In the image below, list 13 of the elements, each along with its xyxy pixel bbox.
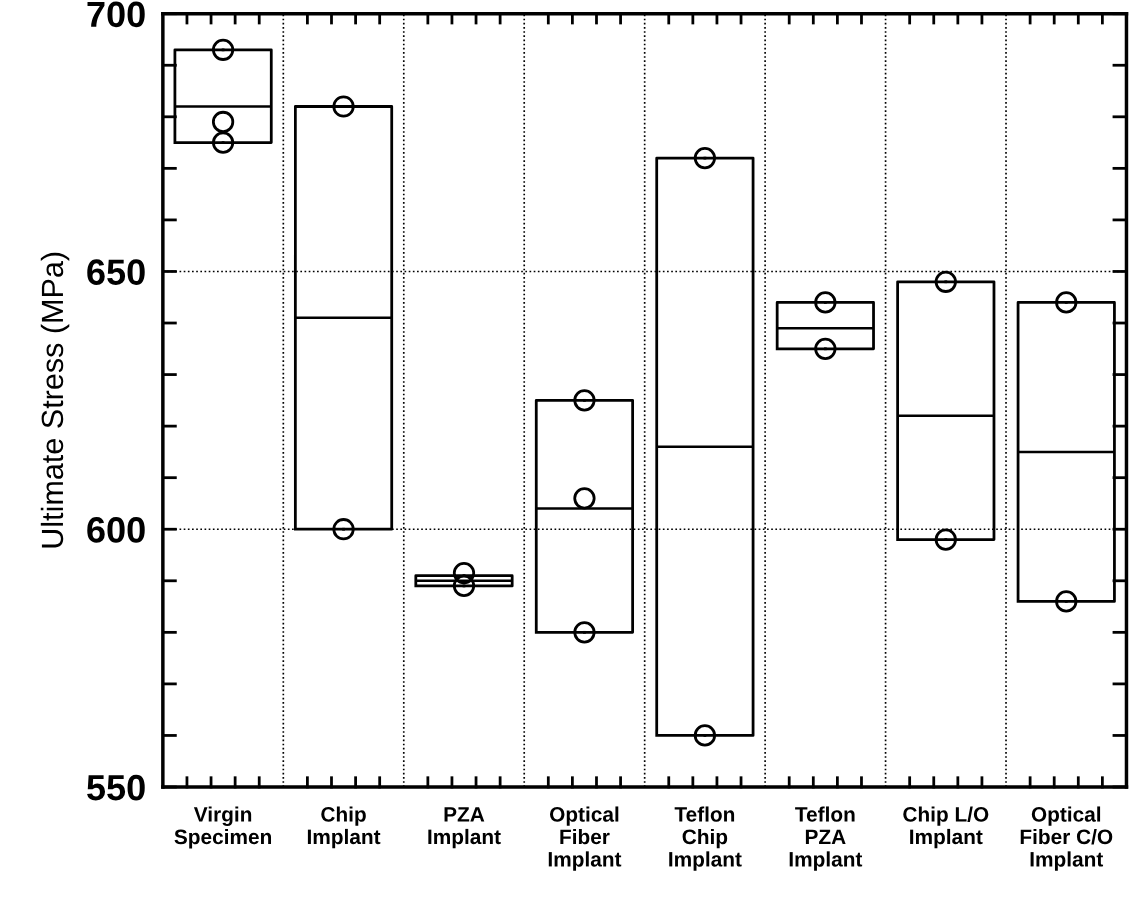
x-tick-label: Optical Fiber Implant	[548, 806, 622, 871]
x-tick-label: Virgin Specimen	[174, 806, 272, 849]
y-tick-label: 700	[87, 1, 145, 28]
y-tick-label: 550	[87, 774, 145, 801]
x-tick-label: Chip Implant	[307, 806, 381, 849]
x-tick-label: Chip L/O Implant	[903, 806, 989, 849]
x-tick-label: PZA Implant	[428, 807, 501, 849]
y-tick-label: 650	[87, 259, 145, 285]
x-tick-label: Teflon Chip Implant	[669, 806, 742, 871]
x-tick-label: Teflon PZA Implant	[789, 806, 863, 871]
y-axis-title: Ultimate Stress (MPa)	[40, 252, 70, 548]
y-tick-label: 600	[87, 517, 145, 543]
x-tick-label: Optical Fiber C/O Implant	[1020, 806, 1113, 871]
